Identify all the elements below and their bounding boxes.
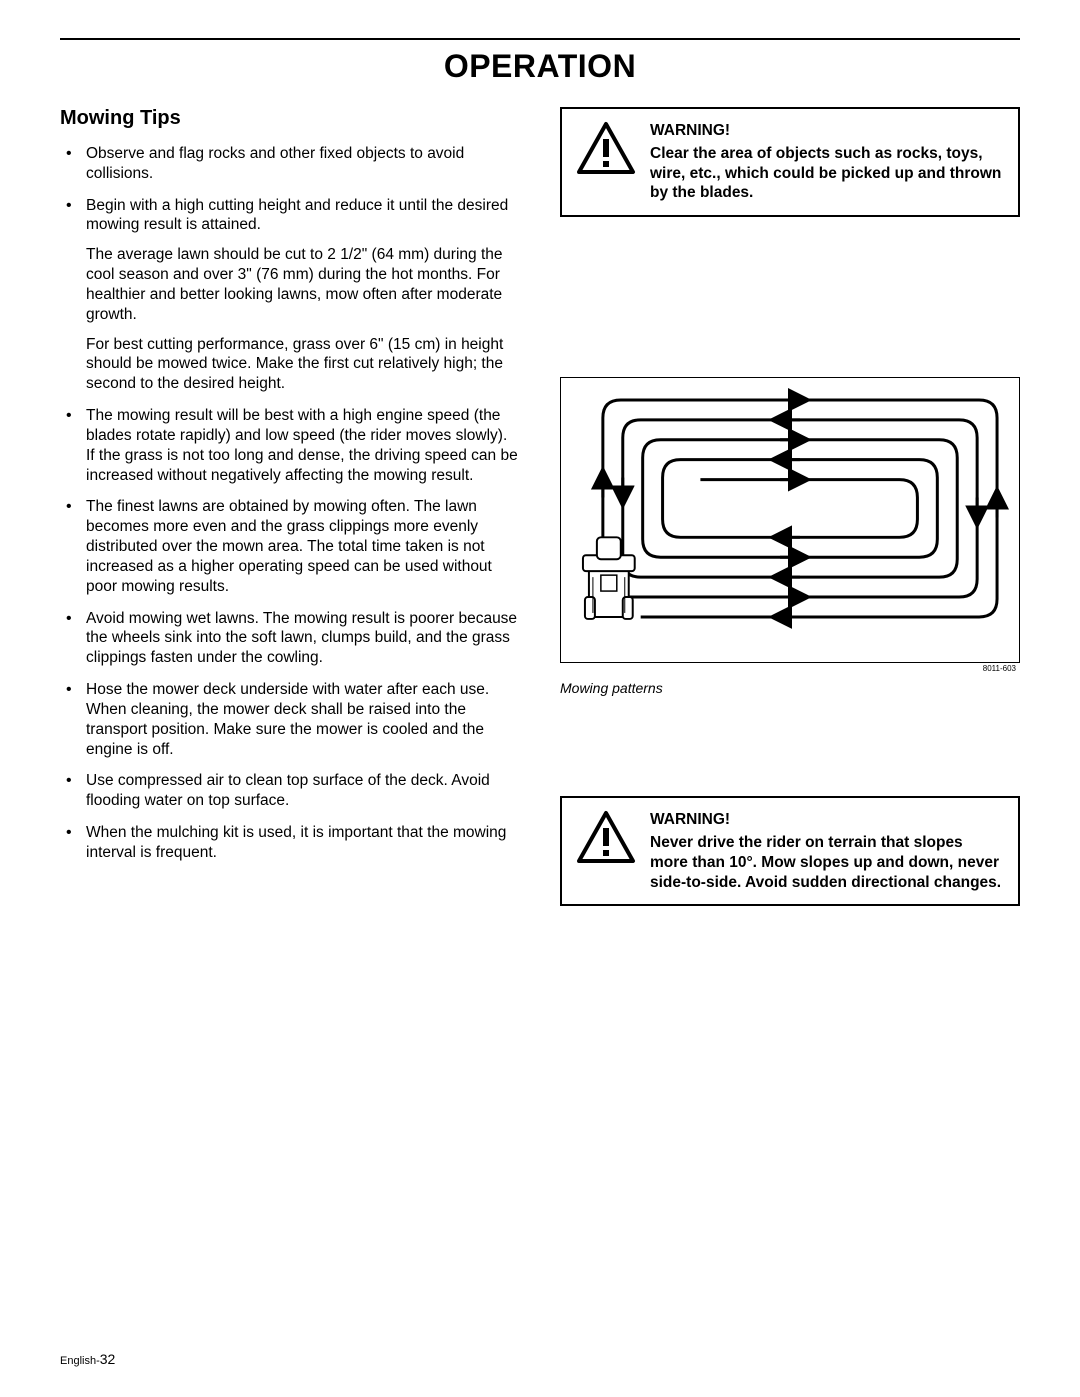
tip-text: Avoid mowing wet lawns. The mowing resul… [86,610,517,667]
left-column: Mowing Tips Observe and flag rocks and o… [60,107,520,906]
tip-item: When the mulching kit is used, it is imp… [86,823,520,863]
spacer [560,217,1020,377]
content-columns: Mowing Tips Observe and flag rocks and o… [60,107,1020,906]
mower-icon [583,538,635,620]
warning-box-clear-area: WARNING! Clear the area of objects such … [560,107,1020,217]
tips-list: Observe and flag rocks and other fixed o… [60,144,520,863]
tip-text: Hose the mower deck underside with water… [86,681,489,757]
warning-icon [576,810,636,869]
tip-item: Avoid mowing wet lawns. The mowing resul… [86,609,520,668]
warning-text: WARNING! Clear the area of objects such … [650,121,1004,203]
mowing-tips-heading: Mowing Tips [60,107,520,130]
right-column: WARNING! Clear the area of objects such … [560,107,1020,906]
tip-item: The finest lawns are obtained by mowing … [86,497,520,596]
page-title: OPERATION [60,48,1020,85]
tip-item: Begin with a high cutting height and red… [86,196,520,394]
tip-paragraph: The average lawn should be cut to 2 1/2"… [86,245,520,324]
warning-icon [576,121,636,180]
tip-text: When the mulching kit is used, it is imp… [86,824,506,861]
tip-text: The mowing result will be best with a hi… [86,407,518,483]
tip-item: Observe and flag rocks and other fixed o… [86,144,520,184]
warning-body: Never drive the rider on terrain that sl… [650,833,1004,892]
page: OPERATION Mowing Tips Observe and flag r… [0,0,1080,1397]
warning-box-slope: WARNING! Never drive the rider on terrai… [560,796,1020,906]
warning-title: WARNING! [650,121,1004,141]
tip-item: The mowing result will be best with a hi… [86,406,520,485]
footer-lang: English- [60,1355,100,1367]
tip-item: Use compressed air to clean top surface … [86,771,520,811]
tip-item: Hose the mower deck underside with water… [86,680,520,759]
tip-text: Use compressed air to clean top surface … [86,772,490,809]
warning-body: Clear the area of objects such as rocks,… [650,144,1004,203]
footer-page-number: 32 [100,1351,116,1367]
top-rule [60,38,1020,40]
diagram-code: 8011-603 [560,663,1020,673]
spacer [560,696,1020,796]
warning-title: WARNING! [650,810,1004,830]
tip-text: Observe and flag rocks and other fixed o… [86,145,464,182]
tip-text: The finest lawns are obtained by mowing … [86,498,492,594]
tip-text: Begin with a high cutting height and red… [86,197,508,234]
page-footer: English-32 [60,1351,115,1367]
diagram-caption: Mowing patterns [560,680,1020,696]
warning-text: WARNING! Never drive the rider on terrai… [650,810,1004,892]
mowing-pattern-diagram [560,377,1020,663]
mowing-pattern-svg [571,388,1009,647]
tip-paragraph: For best cutting performance, grass over… [86,335,520,394]
